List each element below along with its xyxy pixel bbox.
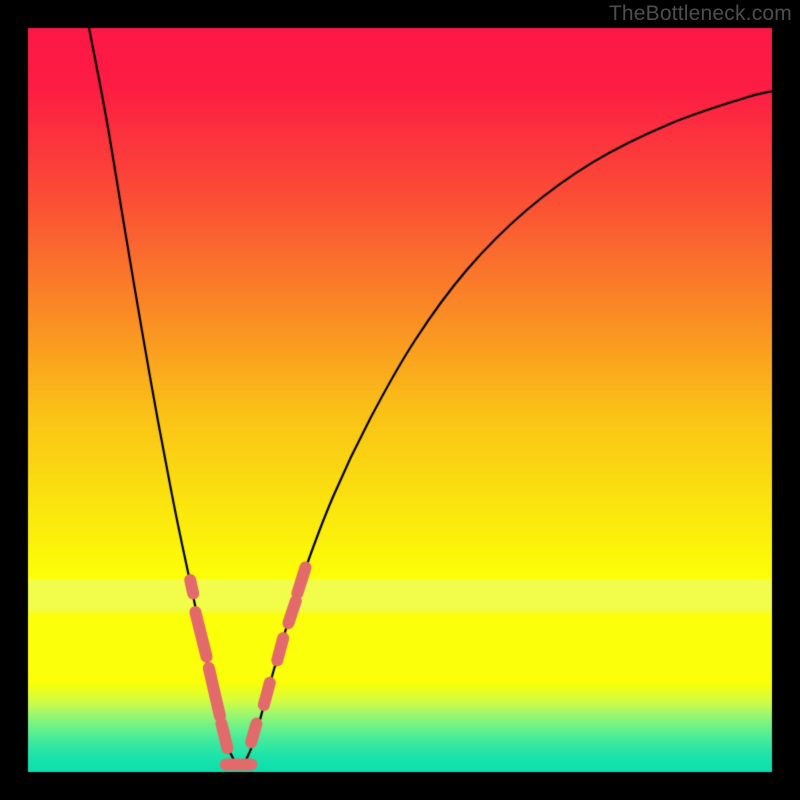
bottleneck-chart <box>0 0 800 800</box>
watermark-text: TheBottleneck.com <box>609 2 792 26</box>
